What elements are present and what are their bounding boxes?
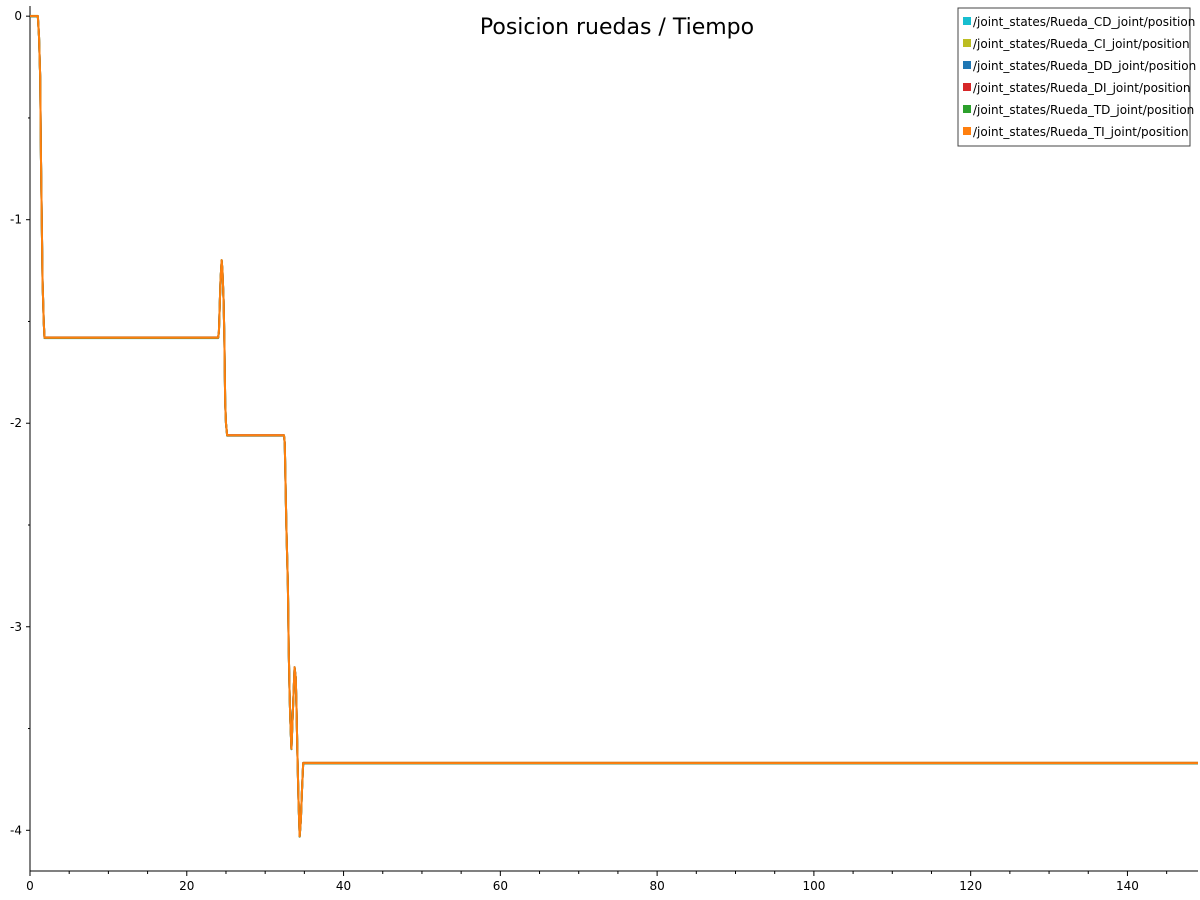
legend-swatch bbox=[963, 83, 971, 91]
x-tick-label: 120 bbox=[959, 879, 982, 893]
y-tick-label: -4 bbox=[10, 823, 22, 837]
y-tick-label: -2 bbox=[10, 416, 22, 430]
legend-item[interactable]: /joint_states/Rueda_DD_joint/position bbox=[963, 59, 1196, 73]
legend-item[interactable]: /joint_states/Rueda_CD_joint/position bbox=[963, 15, 1195, 29]
axes bbox=[29, 6, 1198, 872]
legend-box bbox=[957, 7, 1191, 147]
x-tick-label: 20 bbox=[179, 879, 194, 893]
legend-label: /joint_states/Rueda_DD_joint/position bbox=[973, 59, 1196, 73]
legend-label: /joint_states/Rueda_TI_joint/position bbox=[973, 125, 1189, 139]
x-tick-label: 140 bbox=[1116, 879, 1139, 893]
y-tick-label: -1 bbox=[10, 213, 22, 227]
x-tick-label: 60 bbox=[493, 879, 508, 893]
x-tick-label: 0 bbox=[26, 879, 34, 893]
legend-item[interactable]: /joint_states/Rueda_TI_joint/position bbox=[963, 125, 1189, 139]
legend-label: /joint_states/Rueda_CI_joint/position bbox=[973, 37, 1190, 51]
legend-swatch bbox=[963, 17, 971, 25]
series-line bbox=[30, 15, 1198, 838]
legend-label: /joint_states/Rueda_DI_joint/position bbox=[973, 81, 1191, 95]
legend-swatch bbox=[963, 105, 971, 113]
x-tick-label: 100 bbox=[802, 879, 825, 893]
legend-swatch bbox=[963, 39, 971, 47]
y-ticks: 0 -1 -2 -3 -4 bbox=[10, 9, 30, 837]
legend-item[interactable]: /joint_states/Rueda_DI_joint/position bbox=[963, 81, 1191, 95]
legend-item[interactable]: /joint_states/Rueda_CI_joint/position bbox=[963, 37, 1190, 51]
legend-label: /joint_states/Rueda_TD_joint/position bbox=[973, 103, 1194, 117]
legend-swatch bbox=[963, 127, 971, 135]
legend[interactable]: /joint_states/Rueda_CD_joint/position/jo… bbox=[957, 7, 1196, 147]
legend-label: /joint_states/Rueda_CD_joint/position bbox=[973, 15, 1195, 29]
legend-item[interactable]: /joint_states/Rueda_TD_joint/position bbox=[963, 103, 1194, 117]
series-lines bbox=[30, 14, 1198, 838]
x-ticks: 0 20 40 60 80 100 120 140 bbox=[26, 871, 1168, 893]
legend-swatch bbox=[963, 61, 971, 69]
x-tick-label: 80 bbox=[649, 879, 664, 893]
y-tick-label: 0 bbox=[14, 9, 22, 23]
chart-title: Posicion ruedas / Tiempo bbox=[480, 15, 754, 40]
x-tick-label: 40 bbox=[336, 879, 351, 893]
y-tick-label: -3 bbox=[10, 620, 22, 634]
